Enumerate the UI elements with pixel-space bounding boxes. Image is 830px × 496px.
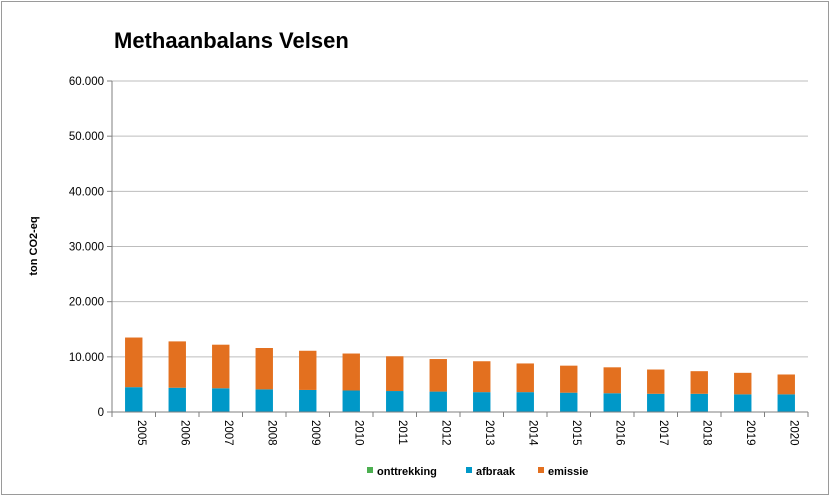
legend-label-afbraak: afbraak: [476, 466, 516, 478]
y-axis-label: ton CO2-eq: [28, 216, 40, 275]
y-tick-label: 10.000: [69, 352, 104, 364]
bar-afbraak-2016: [603, 393, 621, 412]
y-tick-label: 60.000: [69, 76, 104, 88]
bar-afbraak-2008: [255, 389, 273, 412]
x-tick-label: 2009: [309, 420, 321, 446]
x-tick-label: 2012: [439, 420, 451, 446]
bar-afbraak-2017: [647, 393, 665, 412]
bar-afbraak-2020: [777, 394, 795, 412]
bar-emissie-2005: [125, 337, 143, 388]
bar-afbraak-2014: [516, 392, 534, 412]
x-tick-label: 2006: [178, 420, 190, 446]
bar-afbraak-2019: [734, 394, 752, 412]
bar-afbraak-2012: [429, 391, 447, 412]
y-axis-ticks: 0 10.000 20.000 30.000 40.000 50.000 60.000: [69, 76, 112, 419]
x-tick-label: 2015: [570, 420, 582, 446]
legend: onttrekking afbraak emissie: [367, 466, 588, 478]
x-tick-label: 2019: [744, 420, 756, 446]
legend-label-onttrekking: onttrekking: [377, 466, 437, 478]
bar-emissie-2010: [342, 353, 360, 391]
legend-swatch-onttrekking: [367, 467, 373, 473]
bar-afbraak-2009: [299, 389, 317, 412]
bar-afbraak-2018: [690, 393, 708, 412]
bar-emissie-2008: [255, 348, 273, 390]
x-tick-label: 2020: [787, 420, 799, 446]
x-tick-label: 2018: [700, 420, 712, 446]
x-tick-label: 2014: [526, 420, 538, 446]
bar-afbraak-2011: [386, 391, 404, 412]
x-tick-label: 2013: [483, 420, 495, 446]
bar-emissie-2018: [690, 371, 708, 394]
x-tick-label: 2005: [135, 420, 147, 446]
bar-emissie-2016: [603, 367, 621, 394]
bar-afbraak-2006: [168, 387, 186, 412]
x-axis-ticks: 2005 2006 2007 2008 2009 2010 2011 2012 2013 2014…: [135, 412, 809, 446]
y-tick-label: 0: [98, 407, 104, 419]
gridlines: [112, 80, 808, 358]
x-tick-label: 2008: [265, 420, 277, 446]
legend-label-emissie: emissie: [548, 466, 588, 478]
x-tick-label: 2017: [657, 420, 669, 446]
bar-emissie-2015: [560, 365, 578, 393]
legend-swatch-emissie: [538, 467, 544, 473]
bar-afbraak-2013: [473, 392, 491, 412]
bar-emissie-2020: [777, 374, 795, 395]
x-tick-label: 2016: [613, 420, 625, 446]
y-tick-label: 50.000: [69, 131, 104, 143]
bars: [125, 337, 795, 412]
bar-emissie-2011: [386, 356, 404, 392]
bar-afbraak-2007: [212, 388, 230, 412]
y-tick-label: 20.000: [69, 297, 104, 309]
legend-swatch-afbraak: [466, 467, 472, 473]
bar-afbraak-2015: [560, 392, 578, 412]
x-tick-label: 2011: [396, 420, 408, 445]
bar-emissie-2007: [212, 344, 230, 389]
y-tick-label: 40.000: [69, 186, 104, 198]
bar-emissie-2009: [299, 350, 317, 390]
chart-title: Methaanbalans Velsen: [114, 28, 349, 53]
bar-emissie-2019: [734, 372, 752, 395]
x-tick-label: 2010: [352, 420, 364, 446]
x-tick-label: 2007: [222, 420, 234, 446]
bar-afbraak-2005: [125, 387, 143, 412]
bar-emissie-2006: [168, 341, 186, 388]
bar-emissie-2014: [516, 363, 534, 393]
bar-emissie-2017: [647, 369, 665, 394]
bar-emissie-2012: [429, 359, 447, 392]
bar-emissie-2013: [473, 361, 491, 393]
bar-afbraak-2010: [342, 390, 360, 412]
y-tick-label: 30.000: [69, 242, 104, 254]
